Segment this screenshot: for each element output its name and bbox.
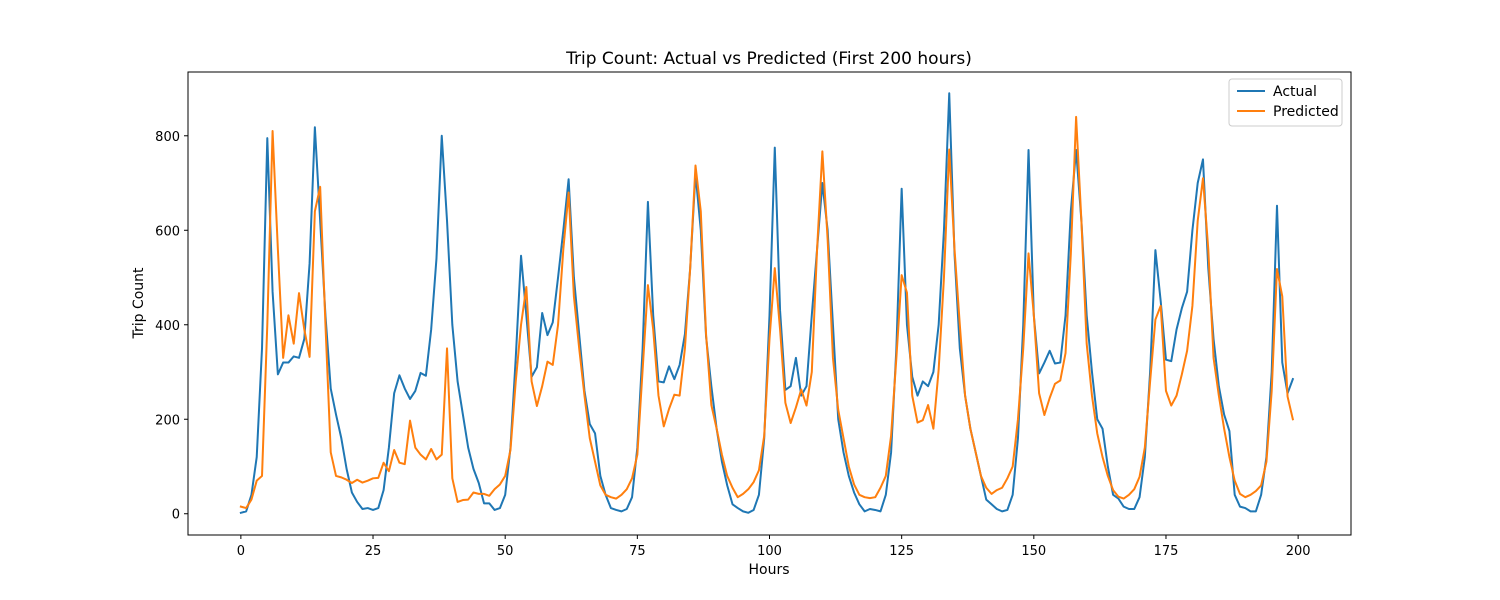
x-tick-label: 175 [1154,544,1179,559]
axes-layer: 0 25 50 75 100 125 150 175 200 0 200 400 600 800 [155,130,1310,559]
y-axis-label: Trip Count [131,267,147,340]
x-tick-label: 150 [1021,544,1046,559]
x-tick-label: 100 [757,544,782,559]
x-tick-label: 0 [237,544,245,559]
chart-title: Trip Count: Actual vs Predicted (First 2… [565,49,972,69]
legend: Actual Predicted [1228,78,1343,127]
x-tick-label: 75 [629,544,646,559]
x-tick-label: 200 [1286,544,1311,559]
x-axis-label: Hours [748,562,789,578]
y-tick-label: 200 [155,413,180,428]
y-tick-label: 0 [172,508,180,523]
plot-area-frame [187,71,1352,536]
x-tick-label: 125 [889,544,914,559]
series-line-predicted [239,115,1295,510]
legend-label-predicted: Predicted [1273,104,1339,120]
series-layer [239,92,1295,515]
y-tick-label: 400 [155,319,180,334]
legend-label-actual: Actual [1273,84,1317,100]
x-tick-label: 25 [365,544,382,559]
y-tick-label: 600 [155,224,180,239]
x-tick-label: 50 [497,544,514,559]
y-tick-label: 800 [155,130,180,145]
